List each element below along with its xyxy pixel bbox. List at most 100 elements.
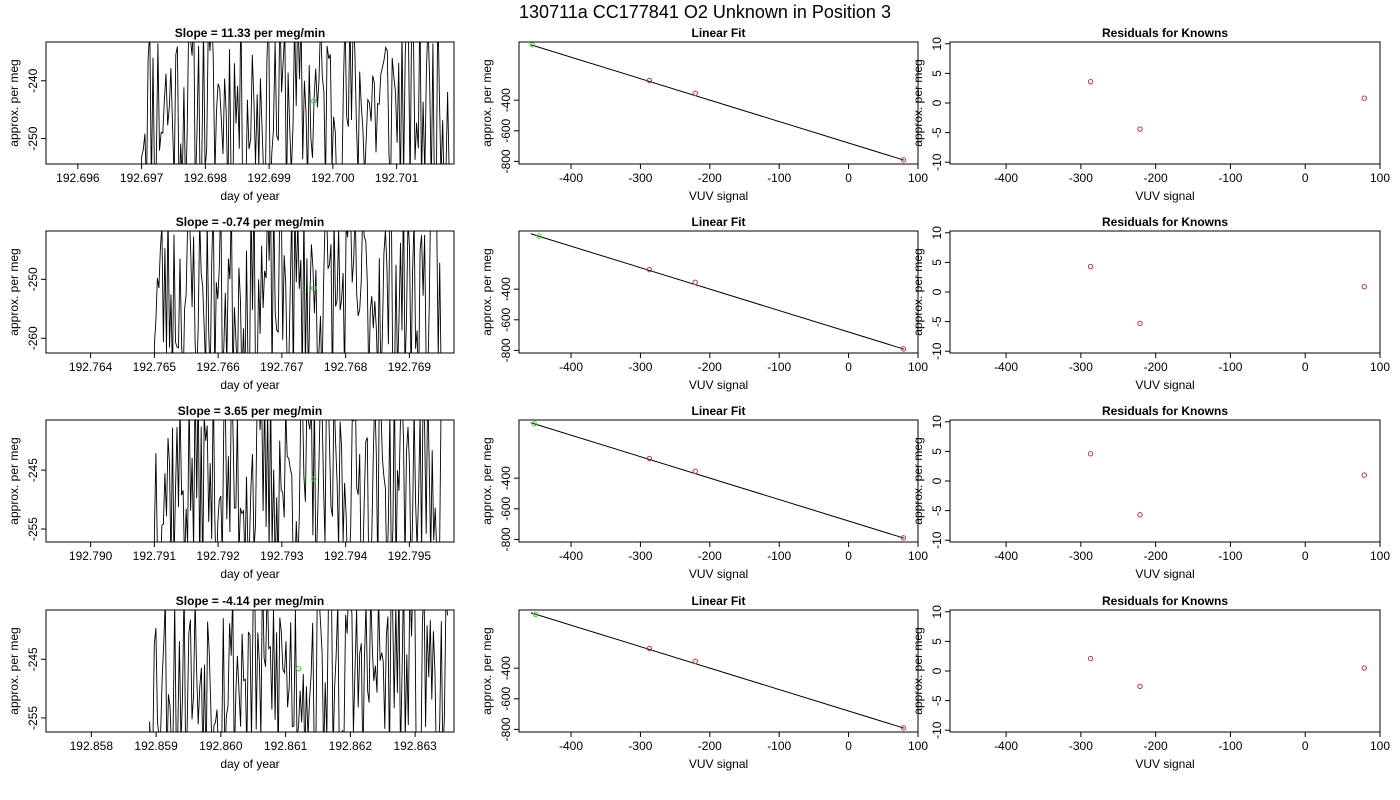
residual-point: [1087, 78, 1094, 85]
unknown-mean-point: [311, 476, 317, 482]
unknown-point: [532, 611, 539, 617]
plot-frame: [45, 230, 455, 354]
x-axis-label: day of year: [220, 757, 279, 771]
x-tick-label: -400: [994, 360, 1018, 374]
x-tick-label: 192.696: [56, 171, 100, 185]
y-axis-label: approx. per meg: [480, 59, 494, 146]
x-tick-label: 192.700: [311, 171, 355, 185]
x-tick-label: 192.795: [388, 549, 432, 563]
y-tick-label: 0: [930, 477, 944, 484]
plot-frame: [518, 230, 919, 354]
x-tick-label: -300: [628, 549, 652, 563]
panel-fit-3: Linear Fit VUV signal approx. per meg -400 -…: [480, 404, 928, 581]
fit-line: [530, 612, 905, 729]
known-point: [900, 157, 907, 163]
x-tick-label: 0: [845, 360, 852, 374]
x-tick-label: -100: [1218, 360, 1242, 374]
known-point: [646, 645, 653, 652]
x-tick-label: 192.860: [199, 739, 243, 753]
known-point: [646, 77, 653, 84]
y-tick-label: -10: [930, 531, 944, 549]
y-tick-label: -600: [499, 118, 513, 142]
y-tick-label: 0: [930, 288, 944, 295]
x-tick-label: -400: [994, 549, 1018, 563]
y-tick-label: -400: [499, 277, 513, 301]
unknown-mean-point: [311, 98, 317, 104]
panel-grid: Slope = 11.33 per meg/min day of year appr…: [7, 26, 1390, 771]
x-tick-label: -300: [628, 739, 652, 753]
known-point: [900, 346, 907, 352]
plot-area: [529, 42, 907, 163]
y-tick-label: -800: [499, 338, 513, 362]
known-point: [692, 468, 698, 474]
y-tick-label: 5: [930, 70, 944, 77]
x-tick-label: -200: [1144, 739, 1168, 753]
x-tick-label: 192.766: [196, 360, 240, 374]
y-axis-label: approx. per meg: [7, 59, 21, 146]
panel-residuals-2: Residuals for Knowns VUV signal approx. pe…: [911, 215, 1390, 392]
x-tick-label: 0: [845, 739, 852, 753]
y-tick-label: -250: [26, 267, 40, 291]
x-tick-label: -100: [1218, 171, 1242, 185]
y-tick-label: -5: [930, 127, 944, 138]
x-tick-label: 192.791: [133, 549, 177, 563]
x-axis-label: VUV signal: [1135, 378, 1194, 392]
known-point: [692, 658, 698, 664]
residual-point: [1361, 472, 1367, 478]
y-tick-label: -5: [930, 505, 944, 516]
panel-title: Slope = -4.14 per meg/min: [176, 594, 324, 608]
residual-point: [1137, 126, 1143, 132]
x-tick-label: 0: [845, 549, 852, 563]
x-tick-label: -100: [767, 739, 791, 753]
known-point: [692, 279, 698, 285]
y-tick-label: -5: [930, 316, 944, 327]
plot-frame: [949, 230, 1381, 354]
panel-title: Residuals for Knowns: [1102, 404, 1228, 418]
x-tick-label: -100: [767, 171, 791, 185]
x-axis-label: VUV signal: [689, 567, 748, 581]
x-tick-label: 192.792: [196, 549, 240, 563]
x-tick-label: 192.767: [260, 360, 304, 374]
x-tick-label: 192.794: [324, 549, 368, 563]
x-tick-label: 192.699: [247, 171, 291, 185]
x-tick-label: -200: [698, 171, 722, 185]
y-tick-label: -245: [26, 647, 40, 671]
y-axis-label: approx. per meg: [911, 248, 925, 335]
x-tick-label: -300: [1069, 739, 1093, 753]
plot-frame: [45, 41, 455, 165]
y-tick-label: 0: [930, 667, 944, 674]
x-tick-label: 100: [1370, 739, 1390, 753]
plot-frame: [45, 609, 455, 733]
y-tick-label: 0: [930, 99, 944, 106]
unknown-mean-point: [311, 285, 317, 291]
x-tick-label: 100: [908, 360, 928, 374]
panel-title: Slope = -0.74 per meg/min: [176, 215, 324, 229]
x-tick-label: -400: [994, 171, 1018, 185]
unknown-mean-point: [295, 665, 302, 672]
x-tick-label: -100: [767, 360, 791, 374]
y-tick-label: -600: [499, 496, 513, 520]
x-tick-label: -300: [1069, 171, 1093, 185]
y-tick-label: -600: [499, 686, 513, 710]
x-tick-label: -200: [698, 549, 722, 563]
y-tick-label: -240: [26, 68, 40, 92]
x-tick-label: -300: [628, 360, 652, 374]
y-tick-label: 5: [930, 638, 944, 645]
y-axis-label: approx. per meg: [7, 627, 21, 714]
y-tick-label: -260: [26, 326, 40, 350]
y-axis-label: approx. per meg: [480, 627, 494, 714]
x-tick-label: 192.698: [184, 171, 228, 185]
y-axis-label: approx. per meg: [911, 59, 925, 146]
y-tick-label: -10: [930, 153, 944, 171]
known-point: [646, 455, 653, 462]
x-tick-label: 0: [1302, 739, 1309, 753]
x-tick-label: 192.861: [264, 739, 308, 753]
residual-point: [1137, 512, 1143, 518]
x-tick-label: -400: [559, 171, 583, 185]
x-axis-label: day of year: [220, 378, 279, 392]
x-tick-label: 192.790: [69, 549, 113, 563]
x-axis-label: VUV signal: [689, 757, 748, 771]
x-tick-label: 100: [1370, 360, 1390, 374]
panel-title: Residuals for Knowns: [1102, 594, 1228, 608]
